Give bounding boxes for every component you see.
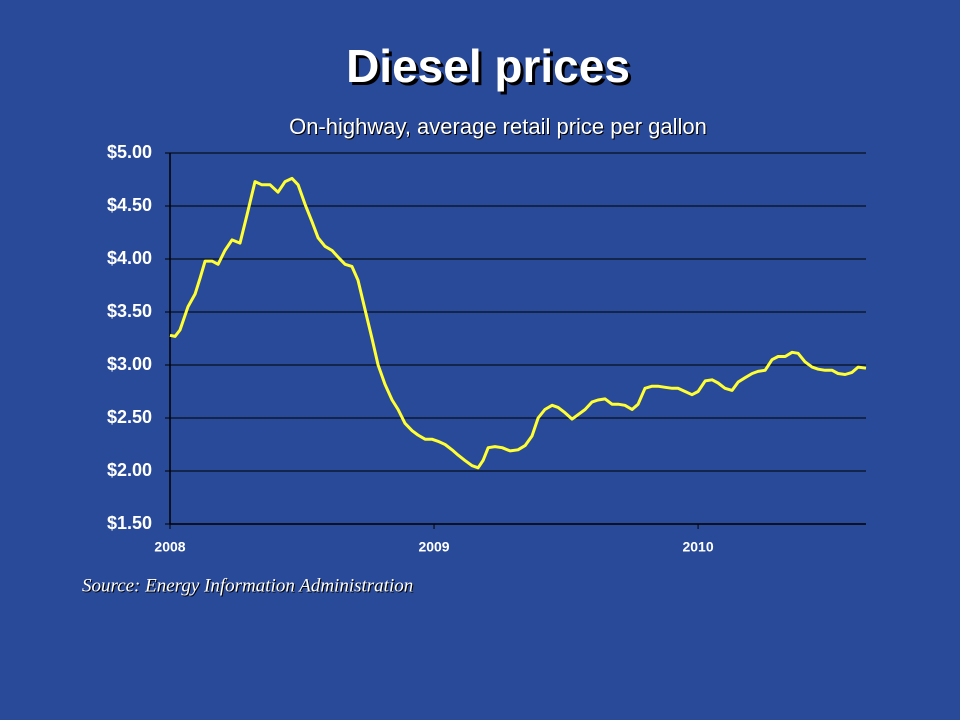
price-line <box>169 176 867 470</box>
x-tick-label: 2009 <box>418 539 449 555</box>
y-tick-label: $5.00 <box>107 142 152 162</box>
y-tick-label: $2.00 <box>107 460 152 480</box>
x-tick-label: 2008 <box>154 539 185 555</box>
y-tick-label: $3.00 <box>107 354 152 374</box>
chart-subtitle: On-highway, average retail price per gal… <box>289 114 707 139</box>
y-tick-label: $1.50 <box>107 513 152 533</box>
x-tick-label: 2010 <box>682 539 713 555</box>
y-tick-label: $3.50 <box>107 301 152 321</box>
chart-title: Diesel prices <box>346 40 630 92</box>
y-tick-label: $4.50 <box>107 195 152 215</box>
y-tick-label: $2.50 <box>107 407 152 427</box>
source-note: Source: Energy Information Administratio… <box>82 575 413 596</box>
y-tick-label: $4.00 <box>107 248 152 268</box>
